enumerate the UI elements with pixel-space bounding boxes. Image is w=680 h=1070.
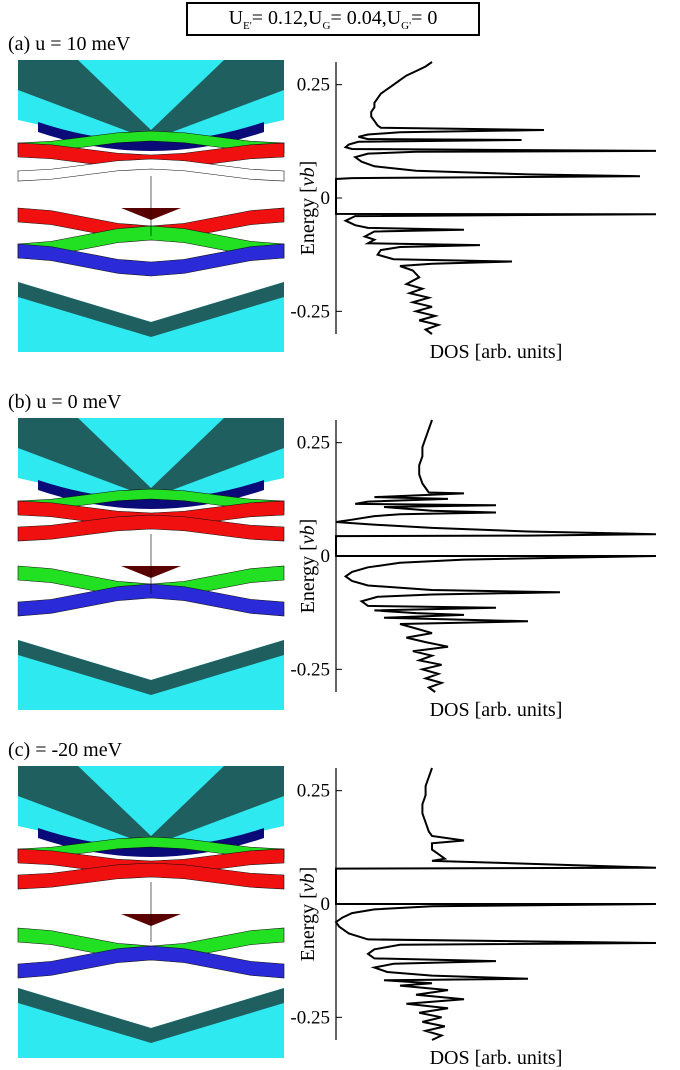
y-tick-label: -0.25 — [290, 659, 330, 680]
band-lower-dark — [18, 282, 284, 337]
dos-curve — [335, 61, 657, 335]
y-tick-label: 0.25 — [297, 75, 330, 96]
panel-label: (b) u = 0 meV — [8, 391, 122, 413]
y-label-italic: vb — [297, 167, 319, 186]
y-tick-label: 0.25 — [297, 433, 330, 454]
dos-curve — [335, 419, 657, 693]
panel-0: (a) u = 10 meV 0.25 0 -0.25 Energy [vb] DOS [… — [8, 33, 657, 363]
band-above-2 — [17, 862, 285, 890]
band-structure-3d — [17, 418, 285, 710]
y-label-italic: vb — [297, 873, 319, 892]
panel-1: (b) u = 0 meV 0.25 0 -0.25 Energy [vb] DOS [a… — [8, 391, 657, 721]
band-upper-dark — [18, 766, 284, 846]
band-lower-dark — [18, 988, 284, 1043]
y-tick-label: 0.25 — [297, 781, 330, 802]
param-seg-0: UE'= 0.12, — [228, 6, 309, 32]
y-label-main: Energy [ — [297, 892, 319, 961]
y-axis-label: Energy [vb] — [297, 867, 319, 962]
x-axis-label: DOS [arb. units] — [430, 699, 563, 721]
param-seg-1: UG= 0.04, — [308, 6, 387, 32]
band-lower-cyan — [18, 282, 284, 352]
y-tick-label: 0 — [321, 894, 331, 915]
x-axis-label: DOS [arb. units] — [430, 341, 563, 363]
band-lower-cyan — [18, 988, 284, 1058]
band-above-2 — [17, 514, 285, 542]
y-label-main: Energy [ — [297, 186, 319, 255]
panel-label: (a) u = 10 meV — [8, 33, 131, 55]
y-tick-label: 0 — [321, 188, 331, 209]
band-upper-dark — [18, 60, 284, 140]
band-upper-dark — [18, 418, 284, 498]
band-lower-cyan — [18, 640, 284, 710]
band-above-1 — [17, 142, 285, 170]
y-label-close: ] — [297, 161, 319, 168]
y-label-close: ] — [297, 867, 319, 874]
y-label-main: Energy [ — [297, 544, 319, 613]
band-lower-dark — [18, 640, 284, 695]
param-seg-2: UG'= 0 — [386, 6, 438, 32]
y-label-close: ] — [297, 519, 319, 526]
band-below-1 — [17, 945, 285, 979]
y-tick-label: -0.25 — [290, 301, 330, 322]
x-axis-label: DOS [arb. units] — [430, 1047, 563, 1069]
dos-curve — [334, 767, 657, 1041]
panel-label: (c) = -20 meV — [8, 739, 123, 761]
y-axis-label: Energy [vb] — [297, 519, 319, 614]
band-below-2 — [17, 243, 285, 277]
y-tick-label: -0.25 — [290, 1007, 330, 1028]
y-label-italic: vb — [297, 525, 319, 544]
y-axis-label: Energy [vb] — [297, 161, 319, 256]
parameters-title-box: UE'= 0.12, UG= 0.04, UG'= 0 — [186, 2, 480, 36]
band-structure-3d — [17, 766, 285, 1058]
panel-2: (c) = -20 meV 0.25 0 -0.25 Energy [vb] DOS [a… — [8, 739, 657, 1069]
band-above-2 — [17, 158, 285, 182]
band-structure-3d — [17, 60, 285, 352]
y-tick-label: 0 — [321, 546, 331, 567]
